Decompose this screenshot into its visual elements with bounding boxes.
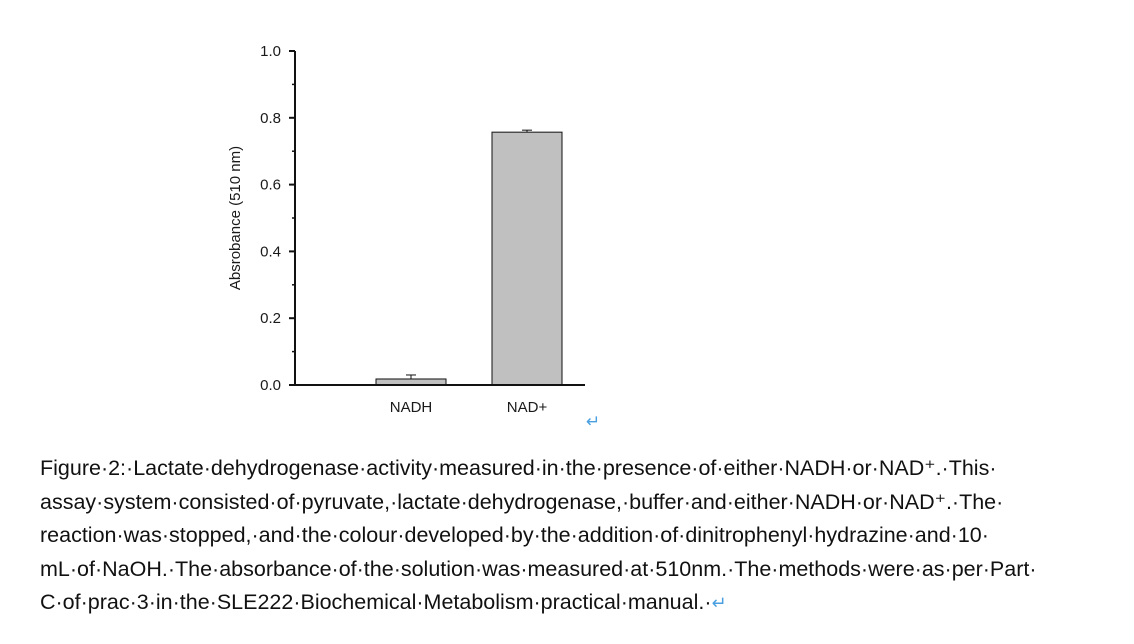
y-axis-tick-labels: 0.0 0.2 0.4 0.6 0.8 1.0 (260, 43, 281, 394)
y-tick-label: 0.0 (260, 377, 281, 394)
y-tick-label: 1.0 (260, 43, 281, 60)
y-tick-label: 0.6 (260, 177, 281, 194)
caption-line-4: mL·of·NaOH.·The·absorbance·of·the·soluti… (40, 556, 1037, 581)
y-tick-label: 0.4 (260, 243, 281, 260)
y-tick-label: 0.2 (260, 310, 281, 327)
caption-line-2: assay·system·consisted·of·pyruvate,·lact… (40, 489, 1004, 514)
x-tick-label: NADH (390, 399, 433, 416)
figure-caption: Figure·2:·Lactate·dehydrogenase·activity… (40, 452, 1110, 621)
caption-line-1: Figure·2:·Lactate·dehydrogenase·activity… (40, 456, 997, 480)
x-axis-tick-labels: NADH NAD+ (390, 399, 548, 416)
bar (491, 131, 563, 386)
x-tick-label: NAD+ (507, 399, 548, 416)
paragraph-mark-icon: ↵ (586, 412, 600, 432)
error-bars (406, 129, 532, 379)
y-axis-title: Absrobance (510 nm) (227, 146, 244, 290)
caption-line-3: reaction·was·stopped,·and·the·colour·dev… (40, 523, 989, 547)
paragraph-mark-icon: ↵ (711, 593, 727, 614)
y-tick-label: 0.8 (260, 110, 281, 127)
bars (375, 131, 563, 386)
caption-line-5: C·of·prac·3·in·the·SLE222·Biochemical·Me… (40, 590, 712, 614)
bar-chart: 0.0 0.2 0.4 0.6 0.8 1.0 NADH NAD+ Absrobance (… (227, 43, 600, 432)
